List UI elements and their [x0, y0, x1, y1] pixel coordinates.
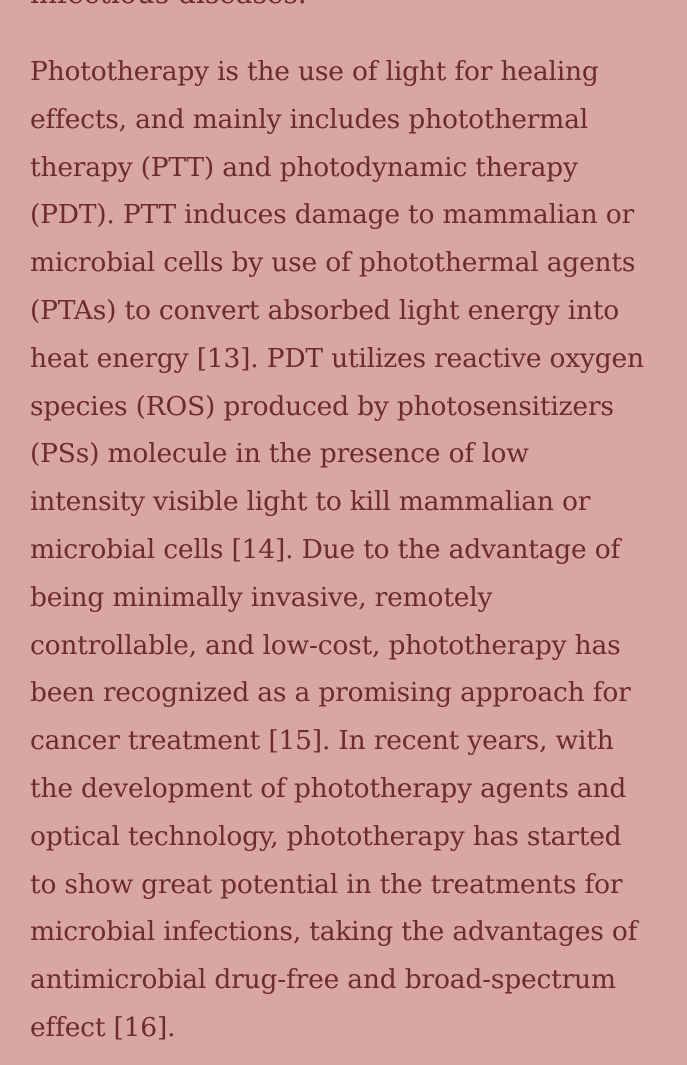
line-text: microbial cells — [30, 533, 232, 565]
paragraph-line: antimicrobial drug-free and broad-spectr… — [30, 964, 616, 996]
reference-link-14[interactable]: [14] — [231, 533, 286, 565]
paragraph-line: effects, and mainly includes phototherma… — [30, 103, 588, 135]
line-text: effect — [30, 1011, 114, 1043]
paragraph-line: effect [16]. — [30, 1004, 670, 1052]
paragraph-line: (PDT). PTT induces damage to mammalian o… — [30, 199, 634, 231]
previous-paragraph-tail: infectious diseases. — [30, 0, 307, 14]
line-text: heat energy — [30, 342, 197, 374]
paragraph-line: heat energy [13]. PDT utilizes reactive … — [30, 335, 670, 383]
line-text: cancer treatment — [30, 725, 269, 757]
line-text: . — [167, 1011, 176, 1043]
line-text: . Due to the advantage of — [285, 533, 621, 565]
paragraph-line: cancer treatment [15]. In recent years, … — [30, 717, 670, 765]
reference-link-13[interactable]: [13] — [196, 342, 251, 374]
line-text: . In recent years, with — [321, 725, 614, 757]
paragraph-line: species (ROS) produced by photosensitize… — [30, 390, 614, 422]
paragraph-line: therapy (PTT) and photodynamic therapy — [30, 151, 578, 183]
paragraph-line: (PSs) molecule in the presence of low — [30, 438, 529, 470]
paragraph-line: microbial cells [14]. Due to the advanta… — [30, 526, 670, 574]
line-text: . PDT utilizes reactive oxygen — [250, 342, 644, 374]
paragraph-line: Phototherapy is the use of light for hea… — [30, 56, 599, 87]
reference-link-15[interactable]: [15] — [268, 725, 322, 757]
paragraph-line: microbial infections, taking the advanta… — [30, 916, 638, 948]
paragraph-line: being minimally invasive, remotely — [30, 581, 493, 613]
phototherapy-paragraph: Phototherapy is the use of light for hea… — [30, 48, 670, 1052]
paragraph-line: intensity visible light to kill mammalia… — [30, 486, 591, 518]
paragraph-line: controllable, and low-cost, phototherapy… — [30, 629, 621, 661]
reference-link-16[interactable]: [16] — [113, 1011, 168, 1043]
paragraph-line: to show great potential in the treatment… — [30, 868, 623, 900]
paragraph-line: (PTAs) to convert absorbed light energy … — [30, 294, 620, 326]
paragraph-line: microbial cells by use of photothermal a… — [30, 247, 636, 279]
paragraph-line: been recognized as a promising approach … — [30, 677, 631, 709]
paragraph-line: the development of phototherapy agents a… — [30, 772, 627, 804]
paragraph-line: optical technology, phototherapy has sta… — [30, 820, 622, 852]
